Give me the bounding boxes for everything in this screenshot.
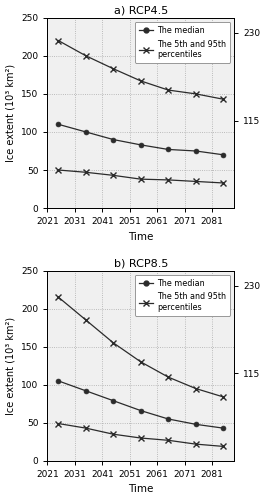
Title: a) RCP4.5: a) RCP4.5 [114,6,168,16]
Legend: The median, The 5th and 95th
percentiles: The median, The 5th and 95th percentiles [135,274,230,316]
X-axis label: Time: Time [128,232,153,241]
Y-axis label: Ice extent (10³ km²): Ice extent (10³ km²) [6,64,15,162]
Y-axis label: Ice extent (10³ km²): Ice extent (10³ km²) [6,316,15,414]
Legend: The median, The 5th and 95th
percentiles: The median, The 5th and 95th percentiles [135,22,230,63]
Title: b) RCP8.5: b) RCP8.5 [114,258,168,268]
X-axis label: Time: Time [128,484,153,494]
